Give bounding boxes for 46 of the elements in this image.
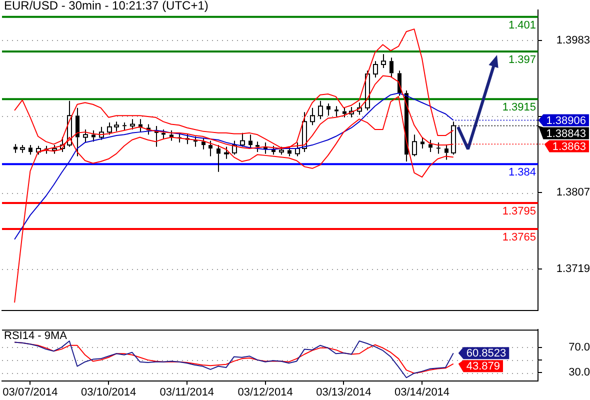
ref-line-label: 1.3795 <box>502 206 536 218</box>
ref-line-label: 1.384 <box>508 166 536 179</box>
candlestick <box>390 57 394 78</box>
chart-title: EUR/USD - 30min - 10:21:37 (UTC+1) <box>4 0 208 12</box>
candlestick <box>248 134 252 150</box>
data-label: 43.879 <box>466 360 500 373</box>
y-tick-label: 30.0 <box>568 366 590 379</box>
candlestick <box>310 107 315 126</box>
candlestick <box>14 144 18 154</box>
candlestick <box>349 106 354 118</box>
candlestick <box>28 144 32 156</box>
candlestick <box>208 140 212 157</box>
candlestick <box>326 102 330 116</box>
ref-line-label: 1.401 <box>508 19 536 32</box>
ref-line-label: 1.3915 <box>502 102 536 114</box>
x-tick-label: 03/07/2014 <box>2 386 58 398</box>
candlestick <box>76 107 80 157</box>
candlestick <box>67 100 72 148</box>
text: 1.38843 <box>546 128 586 140</box>
candlestick <box>381 54 386 69</box>
candlestick <box>216 144 220 172</box>
candlestick <box>224 146 229 160</box>
candlestick <box>444 144 448 160</box>
candlestick <box>412 134 417 157</box>
y-tick-label: 70.0 <box>568 341 590 354</box>
x-tick-label: 03/12/2014 <box>238 386 293 398</box>
candlestick <box>240 132 245 148</box>
candlestick <box>302 112 307 152</box>
y-tick-label: 1.3719 <box>556 262 590 275</box>
candlestick <box>334 106 338 117</box>
data-label: 1.3863 <box>552 140 586 153</box>
data-label: 1.38906 <box>546 114 586 127</box>
chart-title: RSI14 - 9MA <box>4 330 68 342</box>
candlestick <box>436 142 440 154</box>
candlestick <box>83 128 88 143</box>
x-tick-label: 03/10/2014 <box>81 386 136 398</box>
candlestick <box>357 102 362 116</box>
ref-line-label: 1.3765 <box>502 232 536 244</box>
ref-line-label: 1.397 <box>508 54 536 66</box>
x-tick-label: 03/13/2014 <box>316 386 372 398</box>
y-tick-label: 1.3807 <box>556 186 590 199</box>
x-tick-label: 03/14/2014 <box>394 386 450 398</box>
candlestick <box>122 122 126 131</box>
x-tick-label: 03/11/2014 <box>160 386 214 398</box>
y-tick-label: 1.3983 <box>556 34 590 46</box>
data-label: 60.8523 <box>466 348 506 360</box>
